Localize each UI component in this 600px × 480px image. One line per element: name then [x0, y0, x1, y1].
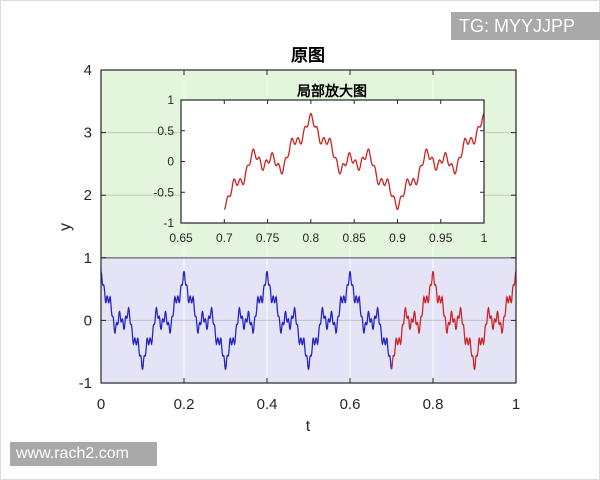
- main-tick-labels: 0 0.2 0.4 0.6 0.8 1 -1 0 1 2 3 4: [79, 62, 521, 413]
- inset-tick-labels: 0.65 0.7 0.75 0.8 0.85 0.9 0.95 1 -1 -0.5 0 0.5 1: [153, 93, 487, 245]
- signal-zoomed-line: [223, 112, 485, 211]
- lower-region-patch: [101, 257, 516, 383]
- inset-x-tick-label: 0.9: [389, 231, 406, 245]
- inset-y-tick-label: -1: [163, 216, 174, 230]
- watermark-top-right: TG: MYYJJPP: [451, 12, 600, 40]
- inset-y-tick-label: 0: [167, 155, 174, 169]
- inset-x-tick-label: 0.75: [256, 231, 280, 245]
- inset-x-tick-label: 0.7: [216, 231, 233, 245]
- inset-y-tick-label: 0.5: [157, 124, 174, 138]
- inset-y-tick-label: -0.5: [153, 185, 174, 199]
- chart-title: 原图: [291, 46, 325, 65]
- y-axis-label: y: [57, 223, 74, 231]
- x-tick-label: 0.4: [257, 396, 278, 413]
- y-tick-label: 4: [84, 62, 92, 79]
- inset-x-tick-label: 0.85: [342, 231, 366, 245]
- x-tick-label: 0: [97, 396, 105, 413]
- inset-y-tick-label: 1: [167, 93, 174, 107]
- x-axis-label: t: [306, 418, 311, 435]
- x-tick-label: 1: [512, 396, 520, 413]
- signal-segment-1-line: [100, 270, 393, 371]
- inset-title: 局部放大图: [297, 83, 367, 99]
- y-tick-label: 0: [84, 312, 92, 329]
- inset-x-tick-label: 0.8: [303, 231, 320, 245]
- main-frame: [100, 69, 517, 384]
- inset-x-tick-label: 1: [481, 231, 488, 245]
- inset-curves: [223, 112, 485, 211]
- y-tick-label: 1: [84, 250, 92, 267]
- inset-x-tick-label: 0.65: [169, 231, 193, 245]
- signal-segment-2-line: [390, 270, 517, 371]
- y-tick-label: 2: [84, 187, 92, 204]
- y-tick-label: -1: [79, 375, 92, 392]
- inset-frame: [180, 99, 485, 224]
- x-tick-label: 0.2: [174, 396, 195, 413]
- x-tick-label: 0.6: [340, 396, 361, 413]
- inset-x-tick-label: 0.95: [429, 231, 453, 245]
- watermark-bottom-left: www.rach2.com: [10, 442, 157, 466]
- x-tick-label: 0.8: [423, 396, 444, 413]
- main-curves: [100, 270, 517, 371]
- main-axes-box: [100, 69, 517, 384]
- inset-plot: 0.65 0.7 0.75 0.8 0.85 0.9 0.95 1 -1 -0.5 0 0.5 1 局部…: [153, 83, 487, 245]
- y-tick-label: 3: [84, 125, 92, 142]
